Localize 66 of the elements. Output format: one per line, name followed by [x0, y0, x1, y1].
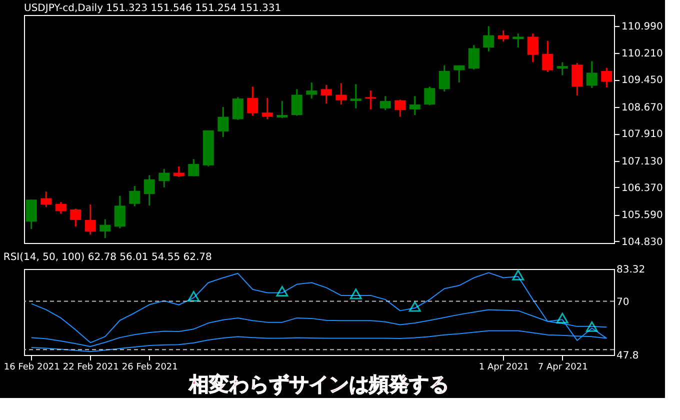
candlestick [438, 64, 450, 92]
candlestick [40, 190, 52, 208]
candlestick [380, 95, 391, 111]
y-tick-label: 110.990 [622, 21, 663, 32]
candlestick [232, 96, 244, 121]
point [350, 288, 362, 300]
candlestick [365, 90, 376, 110]
candlestick [158, 168, 170, 188]
candlestick [188, 158, 200, 177]
candlestick [527, 32, 538, 63]
candlestick [498, 30, 509, 42]
candlestick [483, 25, 494, 52]
candlestick [394, 98, 406, 118]
chart-title: RSI(14, 50, 100) 62.78 56.01 54.55 62.78 [3, 252, 212, 263]
chart-title: USDJPY-cd,Daily 151.323 151.546 151.254 151.331 [24, 3, 282, 14]
candlestick [512, 32, 524, 48]
candlestick [320, 84, 332, 104]
y-tick-label: 105.590 [622, 210, 663, 222]
candlestick [100, 218, 111, 239]
candlestick [350, 83, 362, 110]
candlestick [129, 185, 140, 208]
candlestick [454, 64, 465, 84]
x-tick-label: 22 Feb 2021 [62, 362, 119, 372]
y-tick-label: 106.370 [622, 182, 663, 194]
candlestick [26, 198, 37, 230]
candlestick [114, 195, 126, 230]
candlestick [409, 95, 420, 116]
candlestick [262, 97, 273, 120]
candlestick [572, 62, 583, 96]
point [556, 312, 568, 324]
candlestick [144, 174, 155, 206]
x-tick-label: 7 Apr 2021 [538, 362, 588, 372]
y-tick-label: 47.8 [616, 350, 639, 362]
candlestick [55, 201, 66, 214]
candlestick [601, 67, 612, 88]
x-tick-label: 26 Feb 2021 [122, 362, 178, 372]
candlestick [276, 100, 288, 119]
candlestick [556, 61, 568, 76]
point [512, 270, 524, 280]
y-tick-label: 104.830 [622, 236, 663, 248]
point [188, 291, 200, 302]
candlestick [336, 82, 347, 106]
x-tick-label: 16 Feb 2021 [4, 362, 60, 372]
y-tick-label: 107.910 [622, 129, 663, 140]
x-tick-label: 1 Apr 2021 [478, 362, 529, 372]
candlestick [424, 86, 436, 106]
point [408, 301, 421, 312]
candlestick [468, 44, 480, 70]
candlestick [291, 88, 302, 116]
candlestick [306, 82, 318, 100]
y-tick-label: 109.450 [622, 75, 663, 86]
text: 相変わらずサインは頻発する [188, 372, 449, 396]
candlestick [586, 60, 598, 89]
candlestick [70, 208, 82, 228]
point [276, 286, 288, 297]
candlestick [84, 204, 96, 236]
y-tick-label: 110.210 [622, 48, 663, 60]
candlestick [542, 40, 554, 73]
candlestick [218, 106, 229, 138]
y-tick-label: 70 [616, 296, 630, 308]
candlestick [173, 166, 184, 178]
y-tick-label: 107.130 [622, 156, 663, 168]
candlestick [247, 86, 258, 116]
point [586, 321, 598, 332]
y-tick-label: 108.670 [622, 102, 663, 114]
y-tick-label: 83.32 [616, 264, 646, 276]
